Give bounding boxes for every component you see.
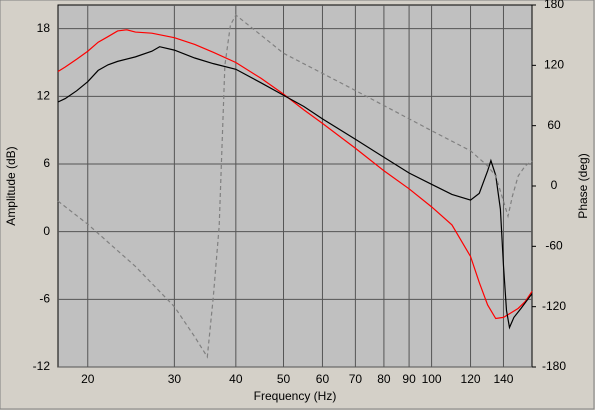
y-axis-label: Amplitude (dB) (4, 146, 18, 225)
x-tick-label: 50 (277, 372, 291, 386)
x-tick-label: 40 (229, 372, 243, 386)
y2-tick-label: -180 (542, 359, 566, 373)
x-tick-label: 30 (168, 372, 182, 386)
x-tick-label: 80 (377, 372, 391, 386)
y-tick-label: 0 (43, 224, 50, 238)
y-tick-label: 12 (37, 89, 51, 103)
y-tick-label: 6 (43, 156, 50, 170)
y2-tick-label: -60 (545, 239, 563, 253)
series-line (57, 29, 533, 320)
y-tick-label: -6 (39, 292, 50, 306)
x-tick-label: 140 (493, 372, 513, 386)
y-tick-label: -12 (33, 359, 51, 373)
x-tick-label: 60 (316, 372, 330, 386)
series-line (57, 46, 533, 330)
y2-tick-label: 180 (544, 0, 564, 11)
y2-axis-label: Phase (deg) (576, 153, 590, 218)
y2-tick-label: 60 (547, 118, 561, 132)
plot-area (57, 4, 533, 368)
y2-tick-label: -120 (542, 299, 566, 313)
y-tick-label: 18 (37, 21, 51, 35)
series-line (57, 14, 533, 359)
x-axis-label: Frequency (Hz) (254, 389, 337, 403)
x-tick-label: 120 (461, 372, 481, 386)
x-tick-label: 100 (422, 372, 442, 386)
x-tick-label: 70 (349, 372, 363, 386)
y2-tick-label: 120 (544, 58, 564, 72)
x-tick-label: 20 (81, 372, 95, 386)
y2-tick-label: 0 (551, 178, 558, 192)
x-tick-label: 90 (402, 372, 416, 386)
